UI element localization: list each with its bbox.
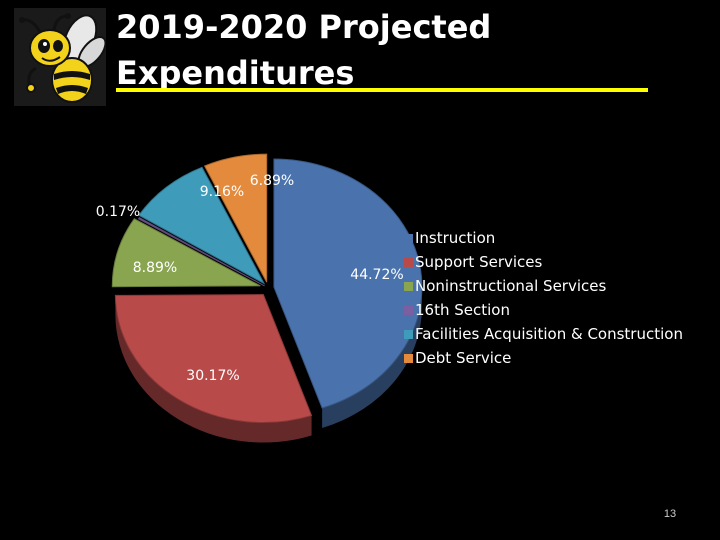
pie-side-support-services [115, 295, 312, 443]
pie-slice-facilities-acquisition-construction [138, 166, 266, 285]
data-label-16th-section: 0.17% [96, 204, 140, 220]
legend-item: Debt Service [404, 346, 683, 370]
legend-label-debt-service: Debt Service [415, 349, 512, 367]
data-label-facilities-acquisition-construction: 9.16% [200, 184, 244, 200]
legend-item: Instruction [404, 226, 683, 250]
legend-item: Support Services [404, 250, 683, 274]
title-line-2: Expenditures [116, 54, 355, 92]
legend-swatch-noninstructional-services [404, 281, 413, 291]
title-line-1: 2019-2020 Projected [116, 8, 492, 46]
legend-label-16th-section: 16th Section [415, 301, 510, 319]
pie-slice-instruction [273, 158, 423, 409]
legend-item: Noninstructional Services [404, 274, 683, 298]
legend-swatch-16th-section [404, 305, 413, 315]
pie-slice-debt-service [203, 153, 268, 283]
data-label-debt-service: 6.89% [250, 173, 294, 189]
pie-slice-16th-section [137, 216, 265, 287]
legend-swatch-facilities [404, 329, 413, 339]
slide-title: 2019-2020 Projected Expenditures [116, 4, 491, 96]
legend-item: Facilities Acquisition & Construction [404, 322, 683, 346]
legend-label-instruction: Instruction [415, 229, 496, 247]
bee-mascot-icon [14, 8, 106, 106]
title-underline [116, 88, 648, 92]
legend-swatch-instruction [404, 233, 413, 243]
pie-side-instruction [322, 287, 422, 429]
data-label-noninstructional-services: 8.89% [133, 260, 177, 276]
legend-label-noninstructional-services: Noninstructional Services [415, 277, 607, 295]
legend-item: 16th Section [404, 298, 683, 322]
page-number: 13 [663, 508, 677, 520]
legend-swatch-support-services [404, 257, 413, 267]
data-label-instruction: 44.72% [350, 267, 403, 283]
legend-label-facilities: Facilities Acquisition & Construction [415, 325, 683, 343]
pie-slice-support-services [114, 294, 313, 424]
chart-legend: Instruction Support Services Noninstruct… [404, 226, 683, 370]
data-label-support-services: 30.17% [186, 368, 239, 384]
legend-label-support-services: Support Services [415, 253, 543, 271]
legend-swatch-debt-service [404, 353, 413, 363]
pie-slice-noninstructional-services [111, 218, 261, 288]
